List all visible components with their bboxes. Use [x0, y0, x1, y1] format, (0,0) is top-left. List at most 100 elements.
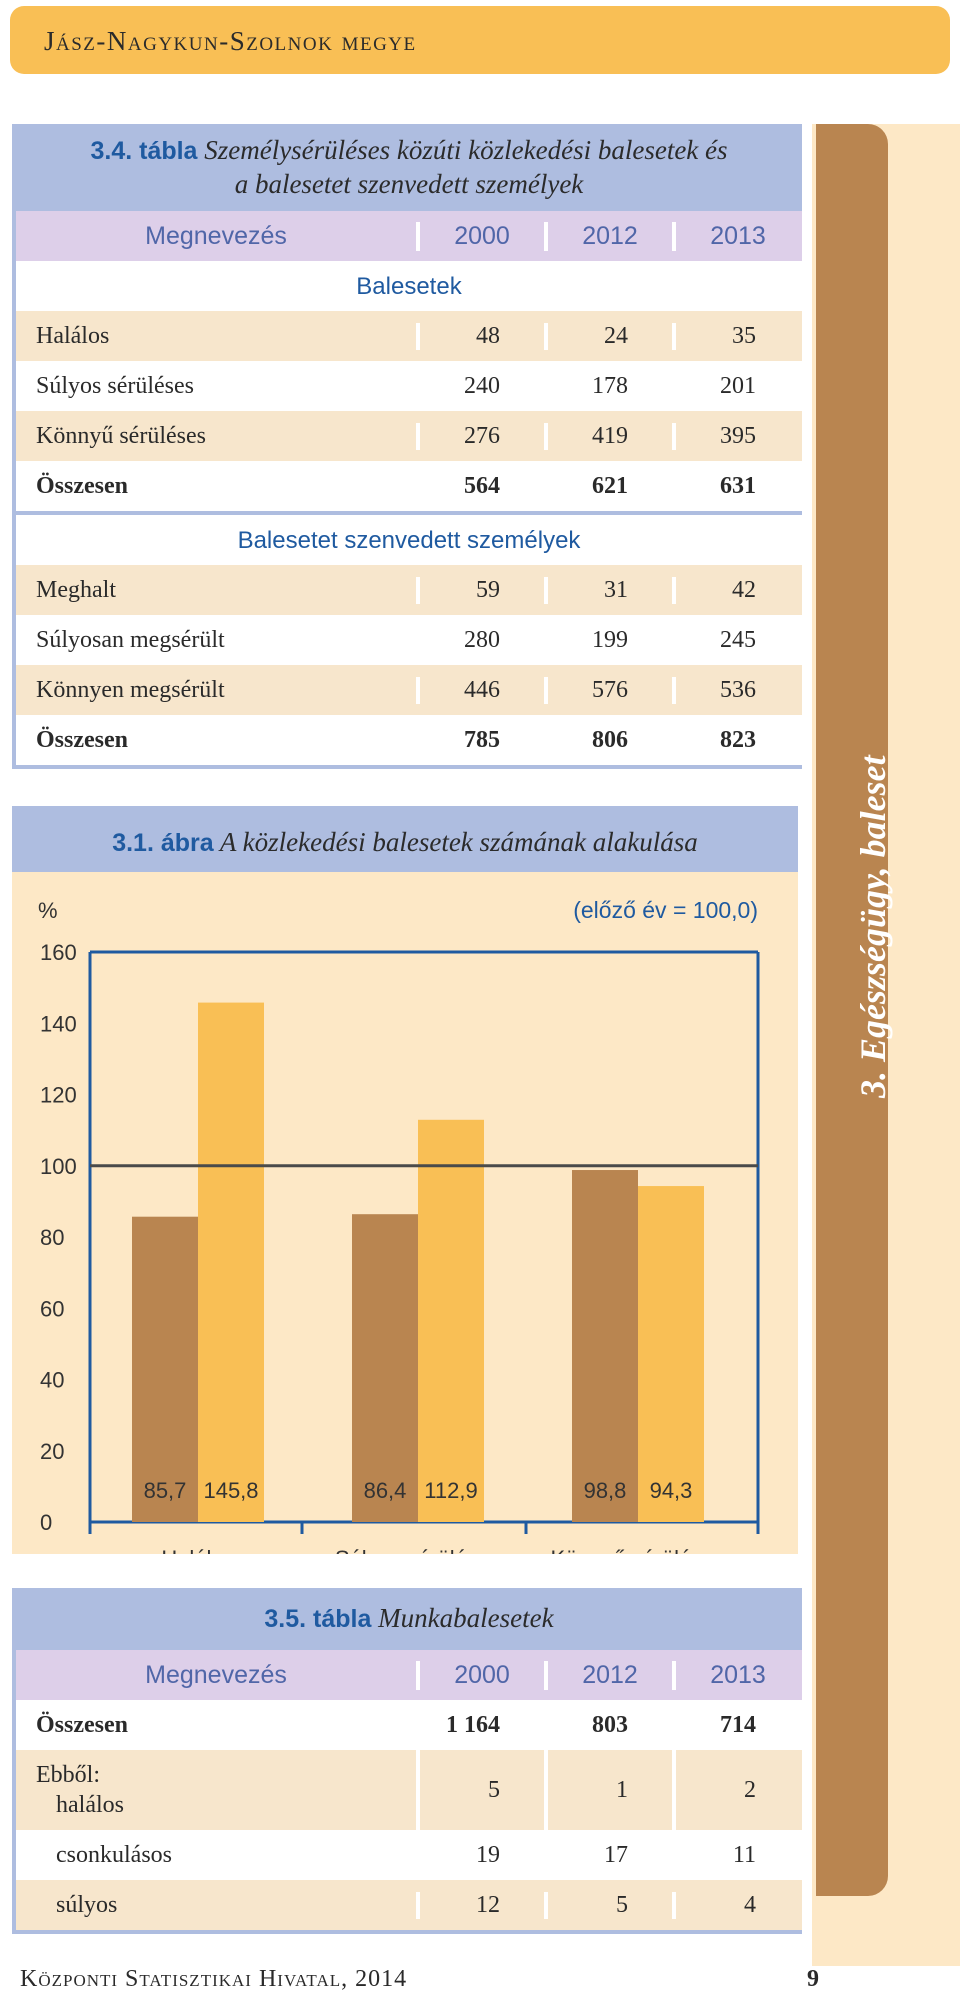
table-cell: 803	[592, 1711, 628, 1738]
col-header: 2012	[544, 1660, 672, 1690]
table-row: csonkulásos 19 17 11	[16, 1830, 802, 1880]
table-3-4-title-line2: a balesetet szenvedett személyek	[234, 169, 584, 199]
table-cell: 576	[544, 676, 672, 704]
table-cell: 621	[592, 472, 628, 499]
chart-3-1: 3.1. ábra A közlekedési balesetek számán…	[12, 806, 798, 1554]
table-cell: 536	[672, 676, 800, 704]
table-cell: 35	[672, 322, 800, 350]
table-row-total: Összesen 1 164 803 714	[16, 1700, 802, 1750]
col-header: 2012	[544, 221, 672, 251]
col-header: 2000	[416, 221, 544, 251]
bar-value-label: 98,8	[584, 1478, 627, 1503]
table-cell: 4	[672, 1891, 800, 1919]
table-cell: 31	[544, 576, 672, 604]
table-3-5: 3.5. tábla Munkabalesetek Megnevezés 200…	[12, 1588, 802, 1934]
table-row-total: Összesen 564 621 631	[16, 461, 802, 515]
table-cell: 201	[720, 372, 756, 399]
row-label: súlyos	[56, 1891, 118, 1918]
bar-value-label: 145,8	[203, 1478, 258, 1503]
table-cell: 823	[720, 726, 756, 753]
row-label: Ebből: halálos	[16, 1760, 416, 1820]
table-cell: 199	[592, 626, 628, 653]
row-label: Súlyos sérüléses	[36, 372, 194, 399]
table-cell: 564	[464, 472, 500, 499]
table-cell: 395	[672, 422, 800, 450]
chart-note: (előző év = 100,0)	[573, 897, 758, 923]
chart-plot: % (előző év = 100,0) 0 20 40 60 80 100 120 140 160…	[38, 897, 760, 1554]
x-category-label: Halálos	[161, 1546, 234, 1554]
table-3-4-title: 3.4. tábla Személysérüléses közúti közle…	[16, 124, 802, 211]
chart-title-text: A közlekedési balesetek számának alakulá…	[219, 827, 698, 857]
y-tick-label: 0	[40, 1510, 52, 1535]
footer-publisher: Központi Statisztikai Hivatal, 2014	[20, 1966, 408, 1992]
row-label: Összesen	[36, 726, 128, 753]
table-cell: 240	[464, 372, 500, 399]
table-header-row: Megnevezés 2000 2012 2013	[16, 211, 802, 261]
table-cell: 2	[672, 1750, 800, 1830]
table-3-5-title: 3.5. tábla Munkabalesetek	[16, 1588, 802, 1650]
row-label: Könnyen megsérült	[36, 676, 225, 703]
y-tick-label: 20	[40, 1439, 64, 1464]
y-tick-label: 120	[40, 1083, 77, 1108]
row-label: Súlyosan megsérült	[36, 626, 225, 653]
col-header: 2000	[416, 1660, 544, 1690]
y-axis-unit: %	[38, 898, 58, 923]
table-3-4-label: 3.4. tábla	[90, 137, 198, 165]
row-label: Meghalt	[36, 576, 116, 603]
row-label: Könnyű sérüléses	[36, 422, 206, 449]
chart-title: 3.1. ábra A közlekedési balesetek számán…	[12, 806, 798, 872]
row-label: Halálos	[36, 322, 110, 349]
bar-2013-3	[638, 1186, 704, 1522]
table-cell: 42	[672, 576, 800, 604]
table-cell: 19	[476, 1841, 500, 1868]
col-header: Megnevezés	[145, 1660, 287, 1689]
table-cell: 1	[544, 1750, 672, 1830]
table-cell: 419	[544, 422, 672, 450]
table-cell: 17	[604, 1841, 628, 1868]
bar-2012-3	[572, 1170, 638, 1522]
row-label: Összesen	[36, 472, 128, 499]
table-cell: 280	[464, 626, 500, 653]
table-cell: 11	[732, 1841, 756, 1868]
row-label: Összesen	[36, 1711, 128, 1738]
col-header: 2013	[672, 1660, 800, 1690]
x-category-label: Súlyos sérüléses	[335, 1546, 501, 1554]
table-cell: 631	[720, 472, 756, 499]
table-cell: 59	[416, 576, 544, 604]
table-row: Meghalt 59 31 42	[16, 565, 802, 615]
table-cell: 5	[416, 1750, 544, 1830]
bar-2012-1	[132, 1216, 198, 1522]
table-cell: 714	[720, 1711, 756, 1738]
table-3-5-label: 3.5. tábla	[264, 1605, 372, 1633]
table-row-total: Összesen 785 806 823	[16, 715, 802, 765]
page-number: 9	[807, 1966, 820, 1992]
table-header-row: Megnevezés 2000 2012 2013	[16, 1650, 802, 1700]
section-heading: Balesetet szenvedett személyek	[237, 527, 581, 554]
bar-value-label: 86,4	[364, 1478, 407, 1503]
y-tick-label: 60	[40, 1296, 64, 1321]
table-3-4: 3.4. tábla Személysérüléses közúti közle…	[12, 124, 802, 769]
table-cell: 276	[416, 422, 544, 450]
col-header: 2013	[672, 221, 800, 251]
x-category-label: Könnyű sérüléses	[551, 1546, 726, 1554]
row-label-line1: Ebből:	[36, 1762, 100, 1788]
row-label: csonkulásos	[56, 1841, 172, 1868]
table-3-5-title-text: Munkabalesetek	[378, 1603, 554, 1633]
table-cell: 806	[592, 726, 628, 753]
bar-value-label: 85,7	[144, 1478, 187, 1503]
header-bar: Jász-Nagykun-Szolnok megye	[10, 6, 950, 74]
page-footer: Központi Statisztikai Hivatal, 2014 9	[20, 1966, 940, 1996]
bar-value-label: 112,9	[424, 1478, 477, 1503]
table-cell: 446	[416, 676, 544, 704]
chart-label: 3.1. ábra	[112, 829, 214, 857]
row-label-line2: halálos	[56, 1792, 124, 1818]
col-header: Megnevezés	[145, 221, 287, 250]
table-row: Könnyen megsérült 446 576 536	[16, 665, 802, 715]
table-cell: 12	[416, 1891, 544, 1919]
table-row: Könnyű sérüléses 276 419 395	[16, 411, 802, 461]
side-tab	[816, 124, 888, 1896]
y-tick-label: 140	[40, 1011, 77, 1036]
table-row: súlyos 12 5 4	[16, 1880, 802, 1930]
side-label: 3. Egészségügy, baleset	[853, 755, 893, 1098]
section-heading: Balesetek	[356, 273, 462, 300]
